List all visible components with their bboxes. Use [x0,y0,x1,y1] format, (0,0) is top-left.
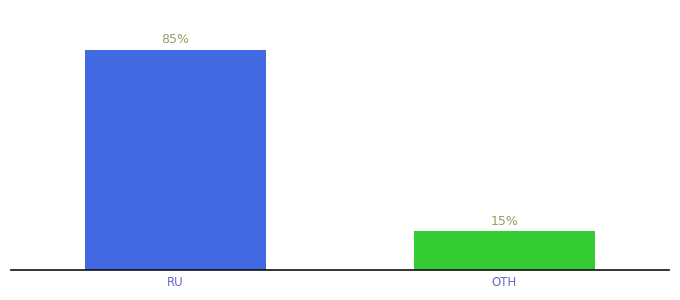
Text: 85%: 85% [162,33,190,46]
Bar [414,232,595,270]
Text: 15%: 15% [490,214,518,228]
Bar [85,50,266,270]
